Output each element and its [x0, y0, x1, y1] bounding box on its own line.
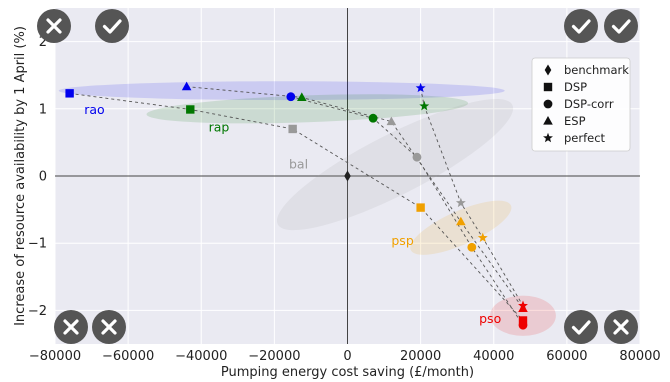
legend-label: DSP-corr	[564, 97, 614, 111]
x-tick-label: −80000	[29, 349, 81, 364]
pso-dsp-marker	[518, 316, 528, 325]
rap-perfect-marker	[419, 100, 430, 111]
rap-dsp-corr-marker	[368, 113, 378, 123]
x-axis-title: Pumping energy cost saving (£/month)	[221, 365, 474, 380]
legend-star-marker	[543, 132, 553, 143]
rao-label: rao	[84, 102, 104, 117]
x-tick-labels: −80000 −60000 −40000 −20000 0 20000 40000 60000…	[29, 349, 661, 364]
psp-esp-marker	[456, 216, 466, 226]
bal-label: bal	[289, 157, 308, 172]
bal-esp-marker	[386, 116, 397, 126]
bal-dsp-marker	[288, 124, 297, 134]
y-tick-label: −1	[28, 237, 47, 252]
dsp-corr-connector	[290, 96, 524, 326]
bal-perfect-marker	[455, 197, 466, 208]
y-axis-title: Increase of resource availability by 1 A…	[13, 26, 28, 326]
psp-label: psp	[391, 233, 413, 248]
rap-dsp-marker	[186, 105, 195, 114]
rao-perfect-marker	[415, 82, 426, 93]
rap-esp-marker	[296, 92, 307, 101]
close-button[interactable]	[54, 310, 88, 344]
pso-ellipse	[490, 295, 556, 336]
bal-ellipse	[276, 99, 514, 231]
legend: benchmark DSP DSP-corr ESP perfect	[531, 57, 631, 152]
psp-dsp-marker	[416, 203, 425, 212]
x-tick-label: 20000	[400, 349, 441, 364]
legend-square-marker	[543, 82, 553, 92]
x-tick-label: −60000	[102, 349, 154, 364]
rao-dsp-corr-marker	[286, 92, 296, 102]
confirm-button[interactable]	[564, 9, 598, 43]
dsp-connector	[69, 92, 524, 321]
confirm-button[interactable]	[604, 9, 638, 43]
x-tick-label: 0	[343, 349, 351, 364]
psp-dsp-corr-marker	[467, 242, 477, 252]
benchmark-marker	[344, 170, 351, 182]
group-labels: rao rap bal psp pso	[84, 102, 501, 326]
x-tick-label: −40000	[175, 349, 227, 364]
legend-diamond-marker	[544, 64, 552, 76]
close-button[interactable]	[92, 310, 126, 344]
legend-box	[531, 57, 631, 152]
y-tick-labels: −2 −1 0 1 2	[28, 35, 47, 319]
close-button[interactable]	[37, 9, 71, 43]
y-tick-label: 2	[39, 35, 47, 50]
x-tick-label: 80000	[619, 349, 660, 364]
legend-triangle-marker	[543, 116, 553, 125]
close-button[interactable]	[604, 310, 638, 344]
confirm-button[interactable]	[564, 310, 598, 344]
y-tick-label: −2	[28, 304, 47, 319]
x-tick-label: 60000	[546, 349, 587, 364]
legend-label: DSP	[564, 80, 587, 94]
rao-dsp-marker	[65, 89, 74, 98]
rap-label: rap	[209, 120, 230, 135]
bal-dsp-corr-marker	[412, 152, 422, 162]
legend-circle-marker	[543, 99, 553, 109]
legend-label: ESP	[564, 114, 586, 128]
psp-perfect-marker	[477, 232, 488, 243]
legend-label: perfect	[564, 131, 606, 145]
legend-label: benchmark	[564, 63, 629, 77]
pso-perfect-marker	[518, 300, 528, 310]
y-tick-label: 0	[39, 170, 47, 185]
rao-esp-marker	[181, 81, 192, 91]
x-tick-label: 40000	[473, 349, 514, 364]
pso-label: pso	[479, 311, 501, 326]
rao-ellipse	[58, 81, 505, 101]
x-tick-label: −20000	[248, 349, 300, 364]
y-tick-label: 1	[39, 102, 47, 117]
psp-ellipse	[410, 200, 512, 255]
data-markers	[65, 81, 528, 330]
confirm-button[interactable]	[95, 9, 129, 43]
